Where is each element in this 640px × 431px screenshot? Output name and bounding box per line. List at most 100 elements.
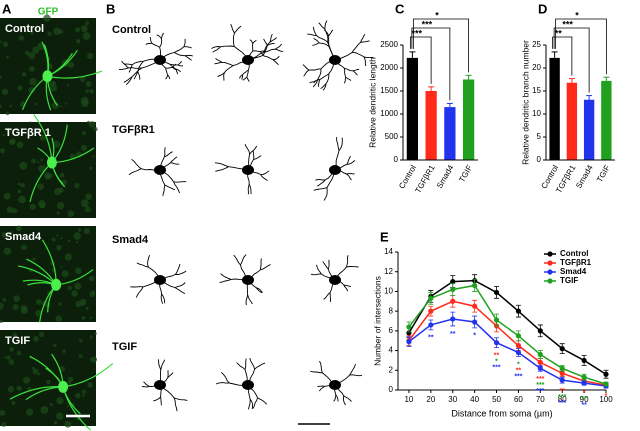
dendrite bbox=[345, 76, 352, 81]
panel-label: E bbox=[380, 229, 389, 244]
background-speckle bbox=[60, 265, 63, 269]
dendrite bbox=[246, 70, 249, 78]
background-speckle bbox=[80, 199, 89, 208]
significance-bracket: *** bbox=[411, 19, 451, 101]
dendrite bbox=[167, 74, 171, 80]
dendrite bbox=[230, 24, 235, 34]
dendrite bbox=[349, 364, 356, 376]
background-speckle bbox=[67, 64, 70, 67]
dendrite bbox=[215, 166, 229, 172]
y-tick-label: 10 bbox=[384, 287, 393, 296]
soma bbox=[242, 275, 254, 285]
condition-label: Control bbox=[112, 24, 151, 36]
dendrite bbox=[360, 40, 370, 43]
significance-label: *** bbox=[422, 19, 433, 29]
point bbox=[406, 339, 412, 345]
point bbox=[493, 340, 500, 346]
dendrite bbox=[161, 293, 166, 304]
dendrite bbox=[247, 294, 253, 305]
x-tick-label: 60 bbox=[514, 395, 523, 404]
background-speckle bbox=[71, 290, 78, 297]
dendrite bbox=[143, 381, 150, 387]
dendrite bbox=[170, 156, 178, 164]
background-speckle bbox=[87, 120, 90, 124]
point bbox=[493, 317, 500, 323]
background-speckle bbox=[29, 121, 32, 124]
background-speckle bbox=[77, 228, 82, 232]
y-tick-label: 1500 bbox=[380, 86, 398, 95]
legend-marker bbox=[547, 251, 553, 257]
dendrite bbox=[349, 374, 363, 377]
dendrite bbox=[344, 67, 354, 72]
y-tick-label: 5 bbox=[537, 132, 542, 141]
background-speckle bbox=[35, 309, 43, 317]
background-speckle bbox=[55, 412, 64, 421]
dendrite bbox=[133, 71, 139, 80]
background-speckle bbox=[85, 89, 89, 93]
significance-bracket: * bbox=[412, 10, 470, 73]
dendrite bbox=[320, 83, 327, 89]
background-speckle bbox=[47, 31, 52, 37]
point bbox=[581, 380, 587, 386]
x-tick-label: Smad4 bbox=[574, 163, 595, 190]
background-speckle bbox=[82, 131, 87, 136]
background-speckle bbox=[58, 187, 64, 193]
x-tick-label: 90 bbox=[580, 395, 589, 404]
dendrite bbox=[360, 34, 366, 43]
background-speckle bbox=[62, 349, 66, 354]
background-speckle bbox=[17, 85, 23, 91]
dendrite bbox=[156, 34, 162, 39]
dendrite bbox=[173, 46, 185, 53]
dendrite bbox=[336, 137, 340, 151]
dendrite bbox=[315, 179, 326, 181]
background-speckle bbox=[89, 166, 93, 170]
dendrite bbox=[303, 69, 310, 77]
significance-label: ** bbox=[555, 28, 563, 38]
background-speckle bbox=[56, 201, 65, 210]
x-tick-label: TGIF bbox=[457, 163, 474, 183]
dendrite bbox=[212, 46, 221, 53]
dendrite bbox=[242, 76, 248, 81]
background-speckle bbox=[91, 290, 96, 295]
dendrite bbox=[263, 48, 276, 53]
background-speckle bbox=[88, 275, 95, 282]
background-speckle bbox=[17, 182, 21, 186]
condition-label: Smad4 bbox=[112, 234, 149, 246]
dendrite bbox=[161, 32, 164, 39]
significance-label: * bbox=[435, 10, 439, 20]
dendrite bbox=[346, 155, 351, 165]
dendrite bbox=[269, 34, 273, 43]
y-axis-label: Number of intersections bbox=[372, 276, 382, 366]
dendrite bbox=[232, 32, 235, 47]
dendrite bbox=[183, 38, 186, 47]
background-speckle bbox=[94, 332, 97, 335]
dendrite bbox=[215, 57, 223, 63]
background-speckle bbox=[44, 173, 51, 180]
dendrite bbox=[217, 72, 225, 78]
dendrite bbox=[214, 61, 223, 65]
background-speckle bbox=[60, 236, 63, 240]
background-speckle bbox=[56, 211, 60, 215]
dendrite bbox=[123, 63, 133, 66]
significance-label: *** bbox=[536, 382, 544, 389]
dendrite bbox=[352, 70, 358, 76]
x-tick-label: 30 bbox=[448, 395, 457, 404]
dendrite bbox=[343, 284, 349, 292]
dendrite bbox=[346, 160, 356, 165]
dendrite bbox=[239, 74, 243, 79]
dendrite bbox=[151, 42, 160, 48]
background-speckle bbox=[78, 354, 83, 359]
series-line bbox=[408, 300, 607, 386]
point bbox=[515, 349, 522, 356]
background-speckle bbox=[40, 158, 44, 162]
background-speckle bbox=[85, 21, 90, 26]
dendrite bbox=[137, 61, 144, 72]
dendrite bbox=[183, 46, 192, 49]
dendrite bbox=[272, 59, 279, 66]
x-tick-label: 80 bbox=[558, 395, 567, 404]
background-speckle bbox=[87, 52, 94, 60]
dendrite bbox=[248, 399, 251, 410]
significance-label: *** bbox=[558, 394, 566, 401]
background-speckle bbox=[82, 32, 91, 40]
bar bbox=[463, 79, 475, 160]
